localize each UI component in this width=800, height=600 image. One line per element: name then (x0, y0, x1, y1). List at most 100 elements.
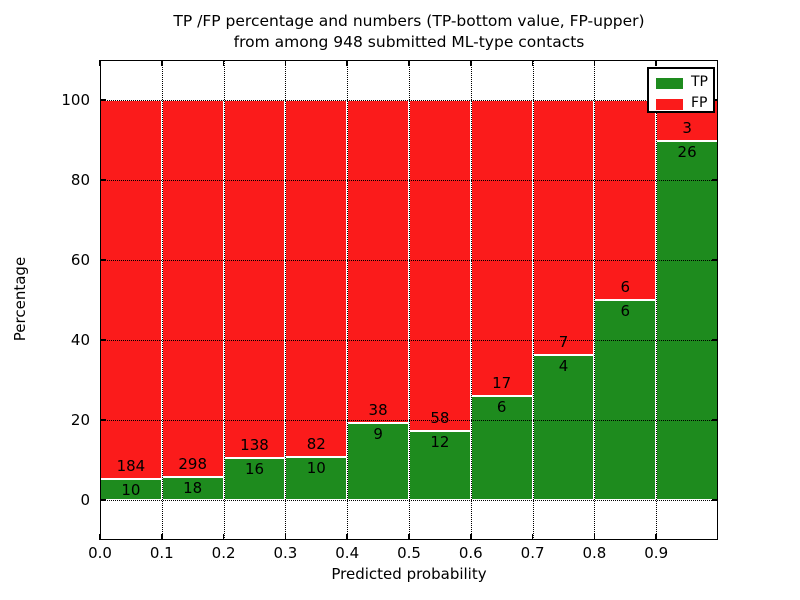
fp-bar-segment (223, 100, 286, 459)
tp-count-label: 12 (430, 433, 450, 452)
fp-count-label: 58 (430, 409, 450, 428)
x-tick-label: 0.5 (397, 544, 421, 562)
vertical-gridline (409, 60, 410, 540)
tp-count-label: 9 (373, 425, 383, 444)
fp-bar-segment (594, 100, 657, 300)
tp-bar-segment (532, 354, 595, 500)
x-axis-tick-top (346, 60, 348, 66)
tp-bar-segment (285, 456, 348, 500)
x-tick-label: 0.1 (149, 544, 174, 562)
fp-bar-segment (347, 100, 409, 424)
x-axis-tick (346, 534, 348, 540)
legend: TP FP (647, 67, 715, 113)
x-axis-tick-top (470, 60, 472, 66)
y-tick-label: 20 (70, 411, 90, 429)
x-axis-tick-top (655, 60, 657, 66)
x-axis-tick-top (408, 60, 410, 66)
y-axis-tick-right (712, 259, 718, 261)
y-tick-label: 80 (70, 171, 90, 189)
x-axis-tick (593, 534, 596, 540)
vertical-gridline (347, 60, 349, 540)
legend-label-fp: FP (691, 95, 708, 111)
fp-bar-segment (409, 100, 471, 432)
x-axis-tick (531, 534, 534, 540)
legend-row-tp: TP (649, 73, 713, 93)
tp-bar-segment (470, 395, 533, 500)
x-axis-tick-top (161, 60, 163, 66)
x-axis-tick-top (99, 60, 101, 66)
x-tick-label: 0.7 (520, 544, 545, 562)
y-axis-tick (100, 179, 106, 181)
x-axis-tick (655, 534, 657, 540)
tp-legend-swatch-icon (656, 78, 683, 89)
chart-title: TP /FP percentage and numbers (TP-bottom… (100, 11, 718, 53)
fp-count-label: 138 (240, 436, 269, 455)
legend-label-tp: TP (691, 74, 708, 90)
x-tick-label: 0.6 (458, 544, 483, 562)
fp-count-label: 3 (682, 119, 692, 138)
fp-legend-swatch-icon (656, 99, 683, 110)
vertical-gridline (161, 60, 163, 540)
chart-title-line1: TP /FP percentage and numbers (TP-bottom… (173, 12, 645, 30)
tp-count-label: 4 (558, 356, 569, 375)
fp-count-label: 184 (116, 457, 146, 476)
x-axis-tick (284, 534, 287, 540)
y-tick-label: 60 (70, 251, 90, 269)
tp-bar-segment (409, 431, 471, 500)
x-axis-title: Predicted probability (331, 565, 487, 583)
tp-count-label: 10 (306, 458, 326, 477)
fp-bar-segment (100, 100, 162, 480)
vertical-gridline (470, 60, 472, 540)
x-axis-tick (408, 534, 410, 540)
fp-count-label: 6 (620, 278, 631, 296)
tp-count-label: 6 (496, 397, 507, 416)
vertical-gridline (656, 60, 658, 540)
y-axis-tick-right (712, 499, 718, 501)
tp-bar-segment (594, 300, 657, 500)
x-tick-label: 0.8 (582, 544, 607, 562)
y-axis-tick-right (712, 339, 718, 341)
tp-bar-segment (347, 423, 409, 500)
plot-area: 184 10 298 18 138 16 82 10 38 9 58 12 17 6 7 4 6 6 3 26 TP … (99, 60, 718, 540)
x-tick-label: 0.2 (211, 544, 236, 562)
fp-count-label: 17 (492, 373, 512, 392)
x-axis-tick-top (284, 60, 287, 66)
tp-count-label: 16 (244, 460, 265, 479)
chart-title-line2: from among 948 submitted ML-type contact… (233, 33, 585, 51)
x-axis-tick (222, 534, 225, 540)
fp-count-label: 298 (178, 455, 208, 474)
fp-bar-segment (532, 100, 595, 355)
y-axis-tick-right (712, 419, 718, 421)
y-axis-tick (100, 419, 106, 421)
vertical-gridline (532, 60, 534, 540)
x-axis-tick-top (593, 60, 596, 66)
y-tick-label: 100 (61, 91, 90, 109)
y-axis-tick (100, 259, 106, 261)
y-axis-title: Percentage (11, 256, 29, 342)
y-axis-tick-right (712, 179, 718, 181)
vertical-gridline (594, 60, 596, 540)
fp-count-label: 82 (306, 434, 326, 453)
tp-count-label: 18 (183, 479, 203, 498)
fp-bar-segment (285, 100, 348, 457)
vertical-gridline (223, 60, 225, 540)
x-tick-label: 0.9 (644, 544, 669, 562)
x-axis-tick-top (222, 60, 225, 66)
fp-bar-segment (161, 100, 224, 478)
y-axis-tick (100, 499, 106, 501)
tp-bar-segment (656, 141, 718, 500)
y-axis-tick-right (712, 99, 718, 101)
x-axis-tick-top (531, 60, 534, 66)
tp-count-label: 26 (677, 143, 697, 162)
vertical-gridline (285, 60, 287, 540)
fp-bar-segment (470, 100, 533, 396)
x-axis-tick (99, 534, 101, 540)
fp-count-label: 7 (558, 332, 569, 351)
x-tick-label: 0.3 (273, 544, 298, 562)
y-tick-label: 0 (80, 491, 90, 509)
tp-count-label: 10 (121, 481, 141, 500)
y-axis-tick (100, 99, 106, 101)
fp-count-label: 38 (368, 401, 388, 420)
x-tick-label: 0.0 (88, 544, 112, 562)
